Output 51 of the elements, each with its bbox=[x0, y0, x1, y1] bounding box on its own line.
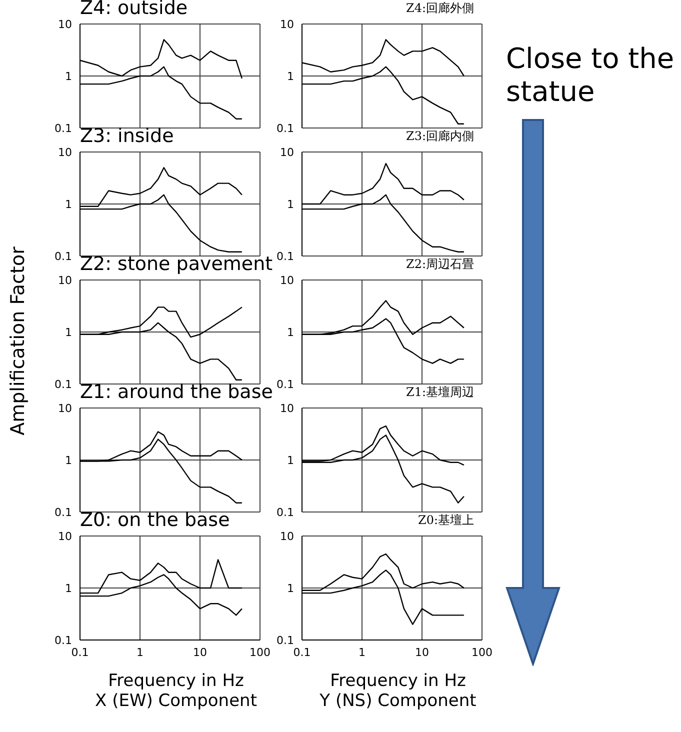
y-tick-label: 10 bbox=[58, 146, 72, 159]
y-tick-label: 1 bbox=[65, 70, 72, 83]
y-tick-label: 1 bbox=[287, 454, 294, 467]
y-tick-label: 1 bbox=[287, 70, 294, 83]
chart-title: Z1:基壇周辺 bbox=[406, 385, 474, 399]
y-tick-label: 0.1 bbox=[54, 250, 72, 263]
text: Close to the statue bbox=[506, 42, 676, 108]
chart-title: Z2: stone pavement bbox=[80, 253, 273, 275]
y-tick-label: 0.1 bbox=[276, 378, 294, 391]
chart-title: Z3: inside bbox=[80, 125, 174, 147]
y-tick-label: 0.1 bbox=[54, 378, 72, 391]
chart-title: Z2:周辺石畳 bbox=[406, 257, 474, 271]
y-tick-label: 1 bbox=[287, 582, 294, 595]
y-tick-label: 1 bbox=[65, 454, 72, 467]
x-tick-label: 1 bbox=[136, 646, 144, 659]
y-tick-label: 1 bbox=[65, 198, 72, 211]
x-axis-title: Frequency in Hz bbox=[329, 671, 467, 691]
y-tick-label: 1 bbox=[287, 326, 294, 339]
y-tick-label: 0.1 bbox=[54, 506, 72, 519]
chart-title: Z0:基壇上 bbox=[418, 513, 474, 527]
y-tick-label: 10 bbox=[280, 274, 294, 287]
x-axis-title: Frequency in Hz bbox=[107, 671, 245, 691]
y-tick-label: 0.1 bbox=[276, 250, 294, 263]
y-tick-label: 10 bbox=[280, 402, 294, 415]
y-tick-label: 10 bbox=[280, 18, 294, 31]
x-tick-label: 10 bbox=[415, 646, 429, 659]
y-tick-label: 10 bbox=[58, 530, 72, 543]
y-tick-label: 1 bbox=[65, 326, 72, 339]
y-tick-label: 1 bbox=[287, 198, 294, 211]
y-tick-label: 10 bbox=[280, 530, 294, 543]
y-tick-label: 10 bbox=[58, 402, 72, 415]
y-tick-label: 0.1 bbox=[54, 634, 72, 647]
y-tick-label: 0.1 bbox=[276, 122, 294, 135]
text: X (EW) Component bbox=[94, 691, 258, 711]
y-tick-label: 0.1 bbox=[276, 506, 294, 519]
x-tick-label: 10 bbox=[193, 646, 207, 659]
y-tick-label: 10 bbox=[280, 146, 294, 159]
y-tick-label: 0.1 bbox=[54, 122, 72, 135]
y-axis-title: Amplification Factor bbox=[7, 246, 29, 436]
chart-title: Z0: on the base bbox=[80, 509, 230, 531]
chart-title: Z1: around the base bbox=[80, 381, 273, 403]
y-tick-label: 10 bbox=[58, 274, 72, 287]
text: Y (NS) Component bbox=[318, 691, 478, 711]
x-tick-label: 1 bbox=[358, 646, 366, 659]
x-tick-label: 100 bbox=[250, 646, 270, 659]
y-tick-label: 0.1 bbox=[276, 634, 294, 647]
y-tick-label: 10 bbox=[58, 18, 72, 31]
y-tick-label: 1 bbox=[65, 582, 72, 595]
x-tick-label: 100 bbox=[472, 646, 492, 659]
chart-title: Z3:回廊内側 bbox=[406, 129, 474, 143]
chart-title: Z4:回廊外側 bbox=[404, 0, 475, 17]
